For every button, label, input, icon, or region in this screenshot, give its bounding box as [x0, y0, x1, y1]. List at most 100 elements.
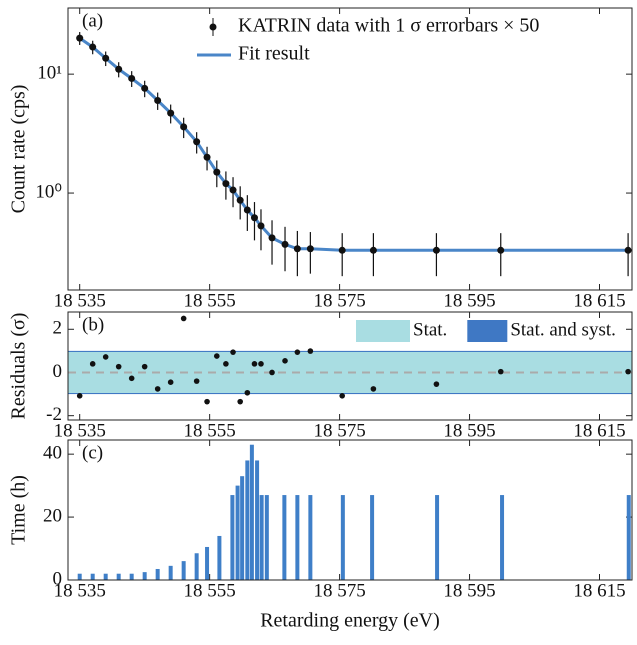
- data-point: [293, 245, 301, 253]
- plot-frame: [67, 311, 633, 421]
- y-tick-label: 10⁰: [35, 181, 62, 202]
- data-point: [193, 378, 200, 384]
- legend-label: Stat.: [413, 319, 447, 340]
- data-point: [625, 368, 631, 375]
- y-tick-label: 0: [53, 361, 63, 382]
- data-point: [269, 369, 275, 376]
- bar: [264, 495, 269, 580]
- legend-swatch: [467, 320, 508, 342]
- data-point: [141, 363, 148, 370]
- bar: [245, 460, 250, 580]
- bar: [240, 476, 245, 580]
- bar: [340, 495, 345, 580]
- data-point: [167, 109, 175, 117]
- y-axis-label: Count rate (cps): [8, 85, 30, 214]
- bar: [129, 573, 134, 580]
- plot-frame: [67, 7, 633, 291]
- bar: [500, 495, 505, 580]
- y-tick-label: 20: [43, 505, 62, 526]
- data-point: [433, 381, 440, 387]
- data-point: [282, 358, 288, 364]
- x-tick-label: 18 595: [443, 580, 495, 601]
- legend-swatch: [356, 320, 410, 342]
- y-tick-label: 40: [43, 443, 62, 464]
- plot-frame: [67, 439, 633, 581]
- bar: [259, 495, 264, 580]
- data-point: [223, 361, 229, 367]
- x-tick-label: 18 575: [313, 290, 365, 311]
- data-point: [222, 180, 230, 188]
- data-point: [102, 54, 110, 62]
- fit-line: [78, 36, 629, 252]
- panel-label: (b): [82, 314, 104, 335]
- y-tick-label: 10¹: [37, 63, 62, 84]
- panel-label: (a): [82, 10, 103, 31]
- x-tick-label: 18 595: [443, 420, 495, 441]
- x-tick-label: 18 595: [443, 290, 495, 311]
- data-point: [624, 246, 632, 254]
- legend-label: Fit result: [238, 43, 310, 65]
- data-point: [268, 234, 276, 242]
- data-point: [339, 393, 346, 399]
- legend-label: KATRIN data with 1 σ errorbars × 50: [238, 15, 539, 37]
- data-point: [369, 246, 377, 254]
- x-tick-label: 18 535: [54, 290, 106, 311]
- data-point: [76, 393, 83, 399]
- data-point: [250, 214, 258, 222]
- data-point: [236, 196, 244, 204]
- bar: [626, 495, 631, 580]
- data-point: [204, 398, 210, 405]
- data-point: [115, 65, 123, 73]
- data-point: [230, 349, 236, 355]
- data-point: [294, 349, 301, 355]
- x-tick-label: 18 535: [54, 580, 106, 601]
- bar: [295, 495, 300, 580]
- data-point: [89, 43, 97, 51]
- bar: [370, 495, 375, 580]
- x-tick-label: 18 555: [184, 290, 236, 311]
- panel-label: (c): [82, 442, 103, 463]
- x-axis-label: Retarding energy (eV): [260, 610, 440, 632]
- bar: [116, 573, 121, 580]
- data-point: [89, 361, 96, 367]
- bar: [217, 535, 222, 580]
- data-point: [154, 386, 161, 392]
- data-point: [193, 138, 201, 146]
- x-tick-label: 18 535: [54, 420, 106, 441]
- data-point: [281, 240, 289, 248]
- legend-marker: [209, 23, 217, 31]
- bar: [255, 460, 260, 580]
- y-axis-label: Time (h): [8, 475, 30, 545]
- bar: [205, 546, 210, 580]
- x-tick-label: 18 555: [184, 420, 236, 441]
- data-point: [307, 348, 314, 354]
- bar: [308, 495, 313, 580]
- data-point: [203, 153, 211, 161]
- y-tick-label: -2: [46, 404, 62, 425]
- data-point: [258, 361, 264, 367]
- bar: [194, 553, 199, 580]
- bar: [282, 495, 287, 580]
- bar: [90, 573, 95, 580]
- x-tick-label: 18 575: [313, 420, 365, 441]
- x-tick-label: 18 615: [573, 420, 625, 441]
- bar: [435, 495, 440, 580]
- bar: [77, 573, 82, 580]
- data-point: [229, 186, 237, 194]
- data-point: [306, 245, 314, 253]
- bar: [181, 561, 186, 580]
- data-point: [237, 398, 243, 405]
- data-point: [497, 368, 504, 375]
- data-point: [251, 361, 258, 367]
- bar: [168, 565, 173, 580]
- data-point: [180, 315, 187, 322]
- data-point: [167, 379, 174, 386]
- data-point: [213, 168, 221, 176]
- bar: [235, 485, 240, 580]
- x-tick-label: 18 615: [573, 290, 625, 311]
- data-point: [128, 375, 135, 382]
- x-tick-label: 18 575: [313, 580, 365, 601]
- data-point: [141, 84, 149, 92]
- data-point: [432, 246, 440, 254]
